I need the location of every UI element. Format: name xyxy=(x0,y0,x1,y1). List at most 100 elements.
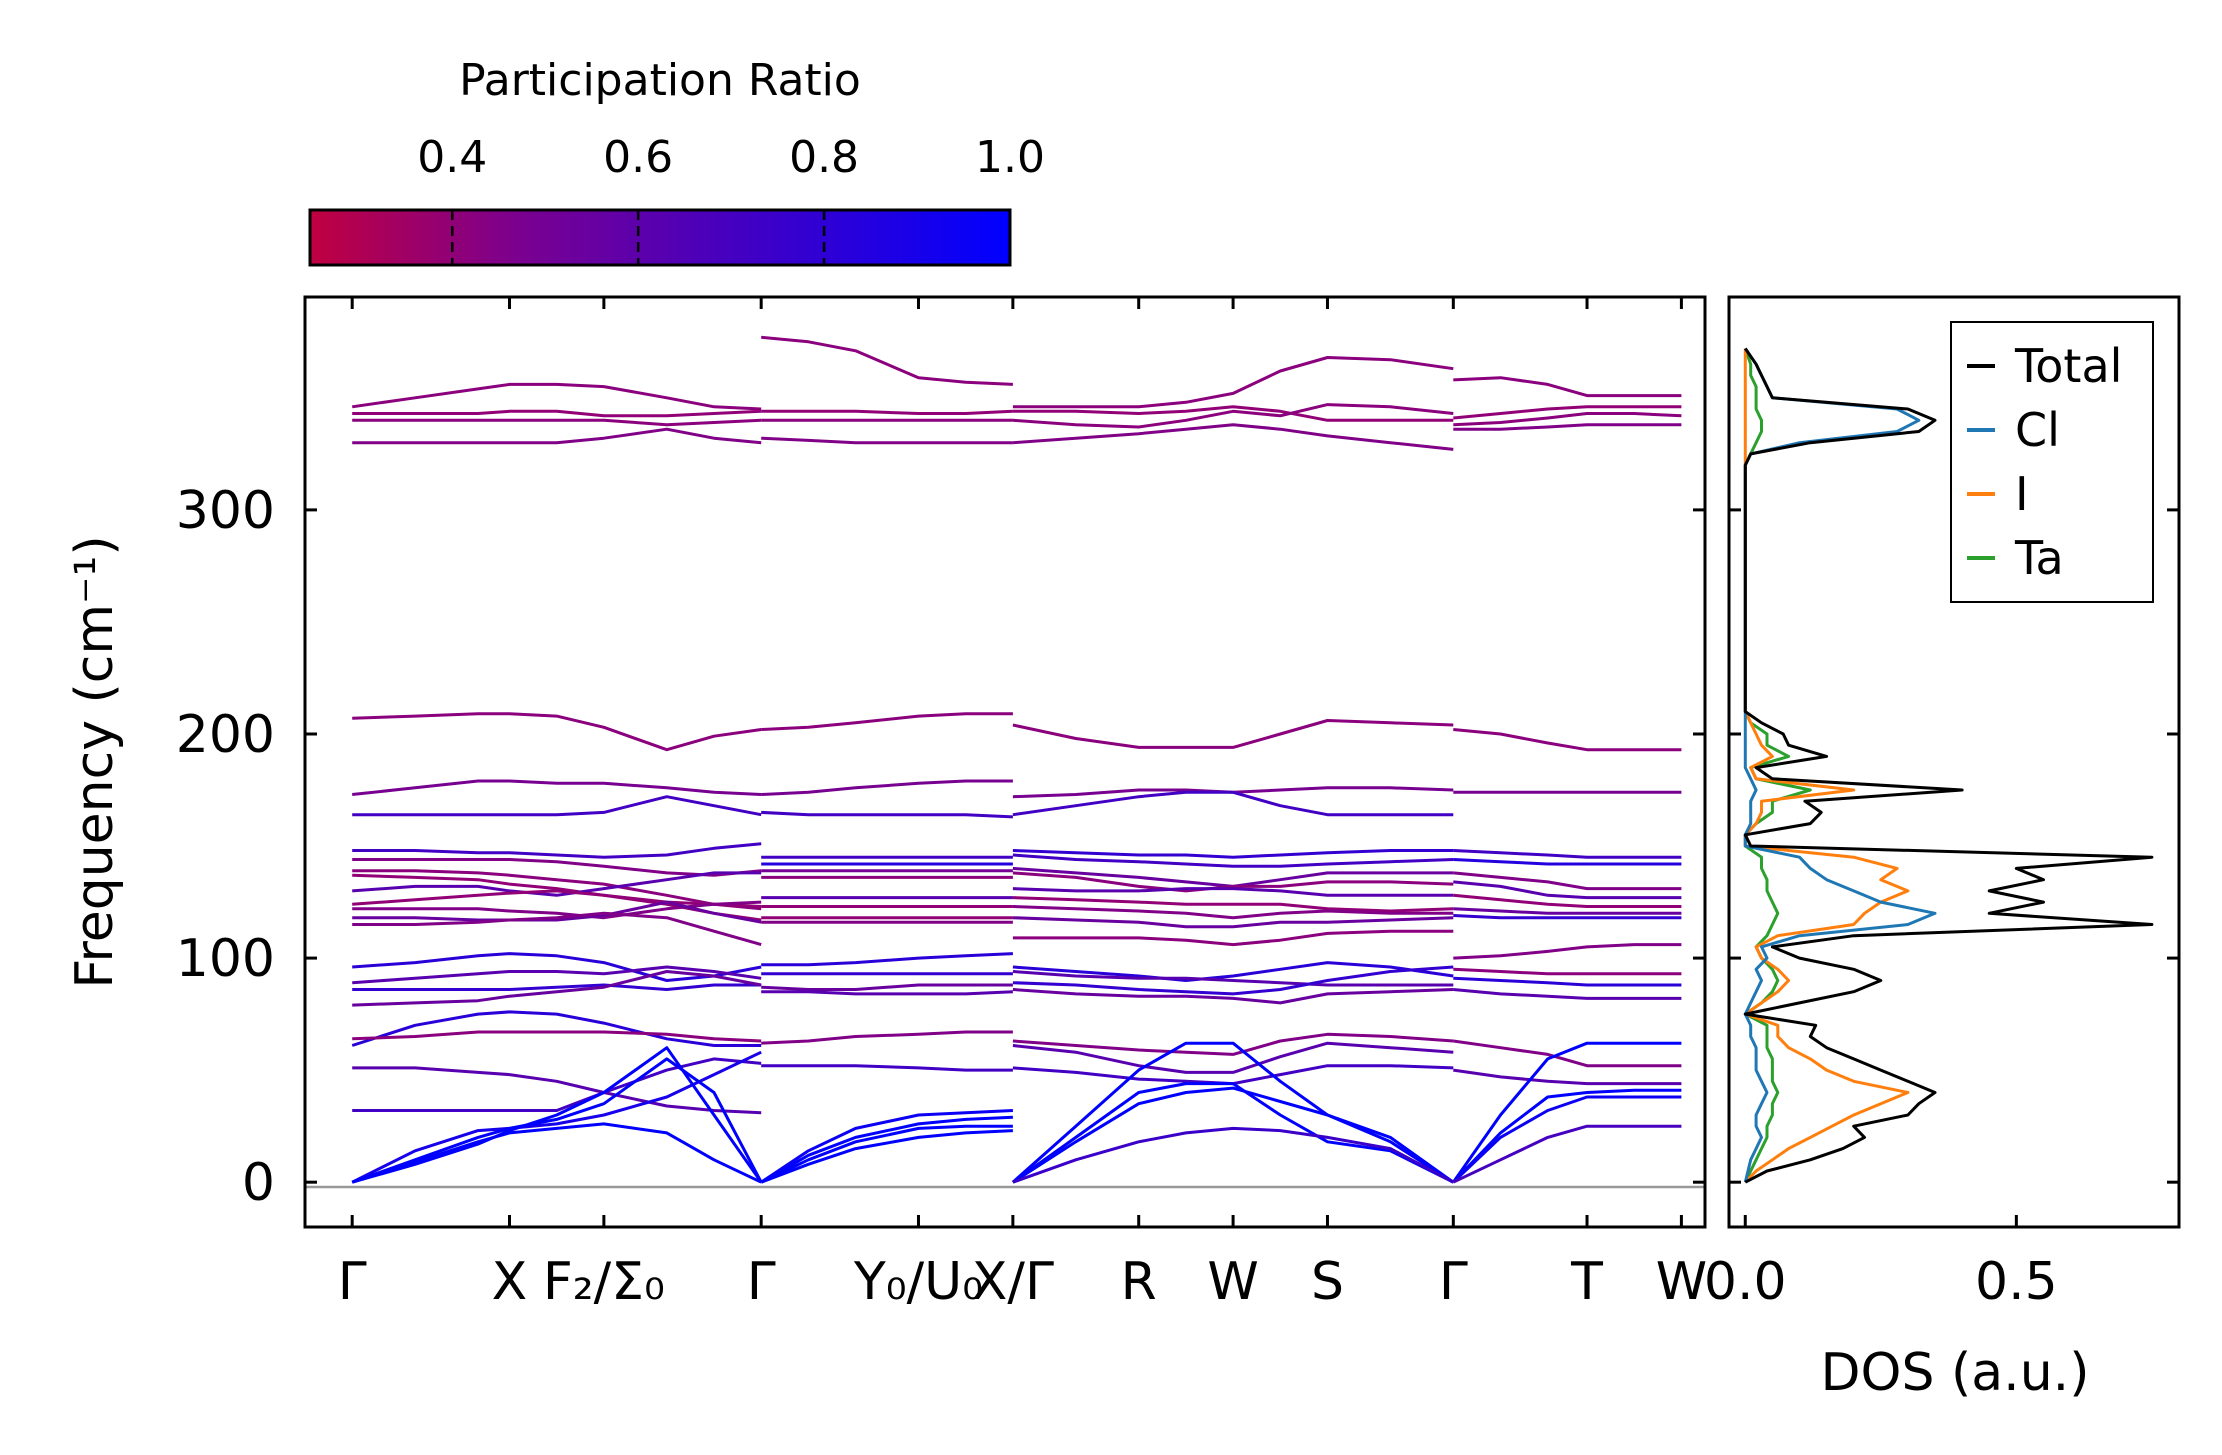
phonon-band xyxy=(352,889,762,908)
phonon-band xyxy=(761,409,1013,415)
phonon-band xyxy=(1453,849,1682,859)
colorbar-tick-label: 1.0 xyxy=(975,132,1045,183)
y-tick-label: 0 xyxy=(242,1153,275,1213)
phonon-band xyxy=(352,970,762,1007)
colorbar-title: Participation Ratio xyxy=(459,55,861,106)
phonon-band xyxy=(1453,1068,1682,1086)
phonon-band xyxy=(352,965,762,985)
phonon-band xyxy=(352,952,762,982)
legend-label: Total xyxy=(2014,339,2122,393)
high-symmetry-point-label: W xyxy=(1207,1252,1258,1312)
band-y-axis: 0 100 200 300 xyxy=(176,481,1705,1213)
band-x-axis: Γ X F₂/Σ₀ Γ Y₀/U₀X/Γ R W S Γ T W xyxy=(338,297,1707,1312)
phonon-band xyxy=(1453,423,1682,431)
high-symmetry-point-label: F₂/Σ₀ xyxy=(543,1252,665,1312)
phonon-band xyxy=(1012,905,1454,920)
phonon-band xyxy=(1012,896,1454,913)
phonon-band xyxy=(1012,423,1454,451)
phonon-band xyxy=(352,795,762,817)
phonon-band xyxy=(1012,965,1454,996)
phonon-band xyxy=(761,1064,1013,1072)
phonon-band xyxy=(760,1124,1013,1184)
legend-frame xyxy=(1950,321,2154,603)
phonon-band xyxy=(351,1122,762,1184)
phonon-band xyxy=(1012,988,1454,1005)
phonon-band xyxy=(1012,405,1454,422)
dos-curve-i xyxy=(1743,348,1910,1184)
y-axis-label: Frequency (cm⁻¹) xyxy=(65,535,125,988)
phonon-band xyxy=(1012,887,1454,897)
phonon-band xyxy=(1453,914,1682,920)
phonon-band xyxy=(351,382,762,411)
phonon-band xyxy=(1012,871,1454,893)
phonon-band xyxy=(761,952,1013,967)
high-symmetry-point-label: Y₀/U₀ xyxy=(853,1252,983,1312)
phonon-band xyxy=(1453,976,1682,987)
phonon-band xyxy=(1453,893,1682,908)
legend-label: I xyxy=(2015,467,2029,521)
phonon-band xyxy=(352,1030,762,1043)
phonon-band xyxy=(1012,1032,1454,1056)
phonon-band xyxy=(352,418,762,427)
phonon-band xyxy=(1012,853,1454,868)
phonon-band xyxy=(1012,929,1454,947)
phonon-band xyxy=(1453,376,1682,398)
phonon-band xyxy=(760,1109,1013,1184)
phonon-band xyxy=(1453,880,1682,900)
phonon-band xyxy=(761,779,1013,796)
phonon-band xyxy=(1012,1082,1454,1184)
band-lines xyxy=(351,335,1682,1184)
phonon-band xyxy=(352,871,762,897)
phonon-band xyxy=(352,409,762,418)
colorbar-tick-label: 0.8 xyxy=(789,132,859,183)
phonon-band xyxy=(352,900,762,920)
phonon-band xyxy=(1012,1126,1455,1184)
high-symmetry-point-label: T xyxy=(1570,1252,1603,1312)
dos-x-tick-label: 0.0 xyxy=(1704,1252,1787,1312)
phonon-band xyxy=(1012,1064,1454,1086)
dos-legend: Total Cl I Ta xyxy=(1950,321,2154,603)
dos-x-axis-label: DOS (a.u.) xyxy=(1821,1343,2090,1403)
colorbar-gradient xyxy=(308,208,1012,267)
phonon-band xyxy=(1012,1041,1454,1074)
high-symmetry-point-label: S xyxy=(1311,1252,1344,1312)
phonon-band xyxy=(1012,356,1454,409)
phonon-band xyxy=(352,842,762,859)
phonon-band xyxy=(352,712,762,752)
phonon-band xyxy=(760,1129,1013,1184)
phonon-band xyxy=(1453,1039,1682,1068)
phonon-band xyxy=(1012,916,1454,929)
high-symmetry-point-label: Γ xyxy=(1439,1252,1468,1312)
phonon-band xyxy=(352,779,762,796)
legend-label: Ta xyxy=(2014,531,2064,585)
phonon-band xyxy=(352,900,762,924)
phonon-band xyxy=(352,869,762,911)
phonon-band xyxy=(1012,403,1454,429)
phonon-band xyxy=(1452,1041,1682,1184)
phonon-band xyxy=(1453,907,1682,915)
phonon-band xyxy=(351,1046,763,1184)
phonon-band xyxy=(761,983,1013,991)
colorbar: Participation Ratio 0.4 0.6 0.8 1.0 xyxy=(308,55,1045,267)
dos-y-ticks xyxy=(1729,508,2179,1184)
legend-label: Cl xyxy=(2015,403,2060,457)
y-tick-label: 100 xyxy=(176,929,275,989)
phonon-band xyxy=(1012,970,1454,987)
phonon-band xyxy=(352,1066,762,1115)
phonon-band xyxy=(761,712,1013,731)
phonon-band xyxy=(1453,967,1682,976)
colorbar-ticks: 0.4 0.6 0.8 1.0 xyxy=(417,132,1045,265)
phonon-band xyxy=(1012,719,1454,749)
phonon-band xyxy=(761,335,1013,386)
dos-x-tick-label: 0.5 xyxy=(1975,1252,2058,1312)
phonon-band xyxy=(1453,728,1682,752)
phonon-band xyxy=(1452,1095,1682,1184)
dos-frame xyxy=(1727,295,2181,1229)
high-symmetry-point-label: R xyxy=(1121,1252,1157,1312)
phonon-band xyxy=(1011,1041,1455,1184)
high-symmetry-point-label: X/Γ xyxy=(972,1252,1054,1312)
phonon-band xyxy=(1453,858,1682,866)
phonon-band xyxy=(351,1057,763,1184)
